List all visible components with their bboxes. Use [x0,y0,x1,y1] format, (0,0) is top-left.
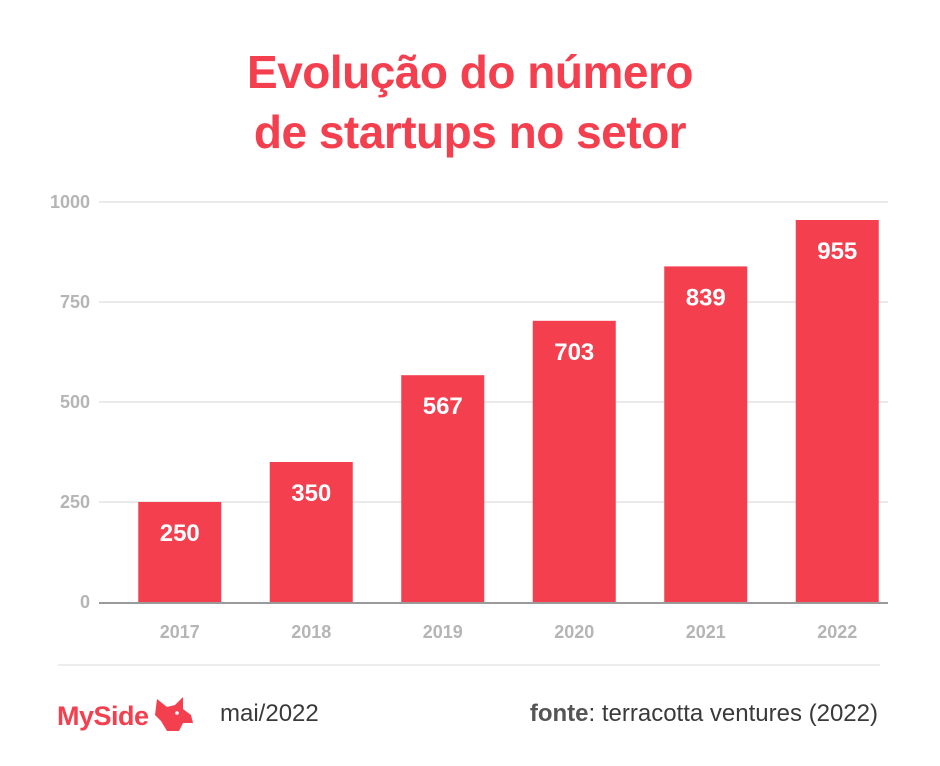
x-tick-label: 2019 [423,622,463,642]
chart-title: Evolução do número de startups no setor [0,42,940,162]
y-tick-label: 0 [80,592,90,612]
footer-divider [58,664,880,666]
y-tick-label: 1000 [50,192,90,212]
bar-value-label: 250 [160,520,200,547]
bar [401,375,485,602]
bar [664,266,748,602]
bar-value-label: 703 [554,339,594,366]
x-tick-label: 2020 [554,622,594,642]
x-tick-label: 2017 [160,622,200,642]
bar-value-label: 839 [686,284,726,311]
bar-value-label: 567 [423,393,463,420]
dog-head-icon [154,697,193,731]
x-tick-label: 2018 [291,622,331,642]
publication-date: mai/2022 [220,700,319,727]
bar [532,320,616,602]
bar-value-label: 955 [817,238,857,265]
chart-title-line-1: Evolução do número [247,46,693,98]
brand-logo: MySide [57,694,195,738]
bar [138,502,222,602]
y-tick-label: 250 [60,492,90,512]
y-tick-label: 500 [60,392,90,412]
chart-title-line-2: de startups no setor [253,106,687,158]
bar [269,462,353,602]
y-tick-label: 750 [60,292,90,312]
bar-value-label: 350 [291,480,331,507]
x-tick-label: 2021 [686,622,726,642]
source-credit: fonte: terracotta ventures (2022) [530,700,878,728]
source-label: fonte [529,700,589,727]
source-text: : terracotta ventures (2022) [588,700,878,727]
brand-name: MySide [57,700,149,731]
bar [795,220,879,602]
x-tick-label: 2022 [817,622,857,642]
